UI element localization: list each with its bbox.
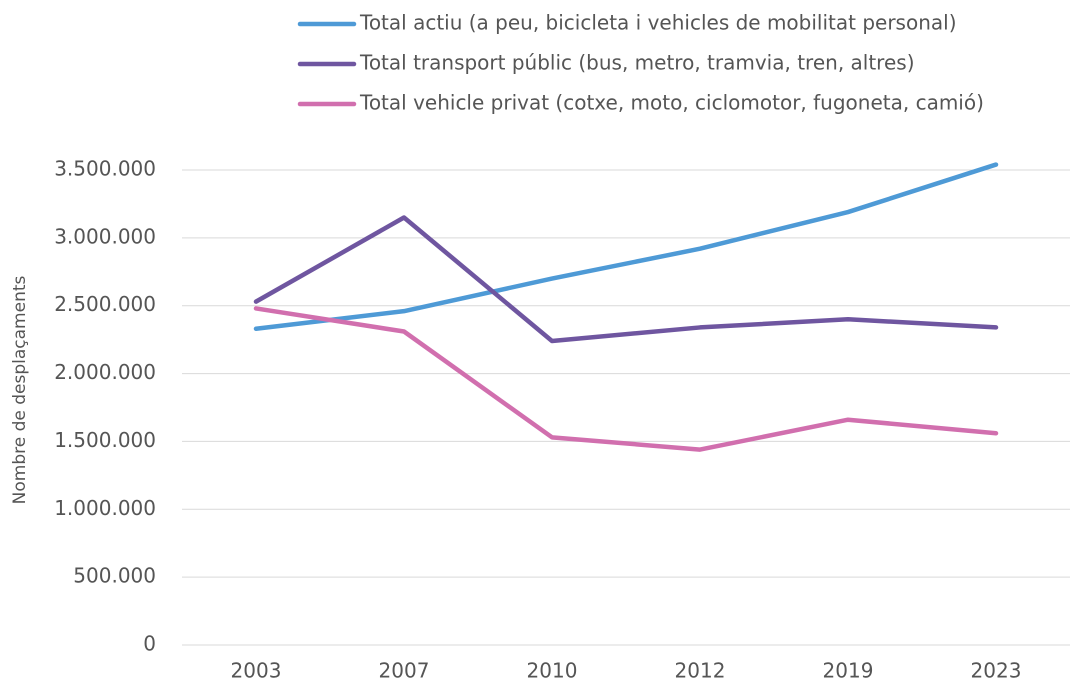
y-axis-label: Nombre de desplaçaments	[10, 276, 30, 505]
x-tick-label: 2003	[231, 659, 282, 683]
x-tick-label: 2012	[675, 659, 726, 683]
x-tick-label: 2019	[823, 659, 874, 683]
series-line	[253, 162, 999, 332]
y-tick-label: 3.500.000	[54, 157, 156, 181]
y-tick-label: 0	[143, 632, 156, 656]
legend-label: Total vehicle privat (cotxe, moto, ciclo…	[359, 91, 984, 115]
y-tick-label: 2.000.000	[54, 360, 156, 384]
y-tick-label: 1.500.000	[54, 428, 156, 452]
y-tick-label: 2.500.000	[54, 292, 156, 316]
x-tick-label: 2010	[527, 659, 578, 683]
x-tick-label: 2023	[971, 659, 1022, 683]
series-line	[253, 306, 999, 452]
legend-label: Total transport públic (bus, metro, tram…	[359, 51, 915, 75]
y-tick-label: 3.000.000	[54, 224, 156, 248]
series-line	[253, 215, 999, 344]
y-tick-label: 500.000	[73, 564, 156, 588]
legend-label: Total actiu (a peu, bicicleta i vehicles…	[359, 11, 957, 35]
x-tick-label: 2007	[379, 659, 430, 683]
y-tick-label: 1.000.000	[54, 496, 156, 520]
